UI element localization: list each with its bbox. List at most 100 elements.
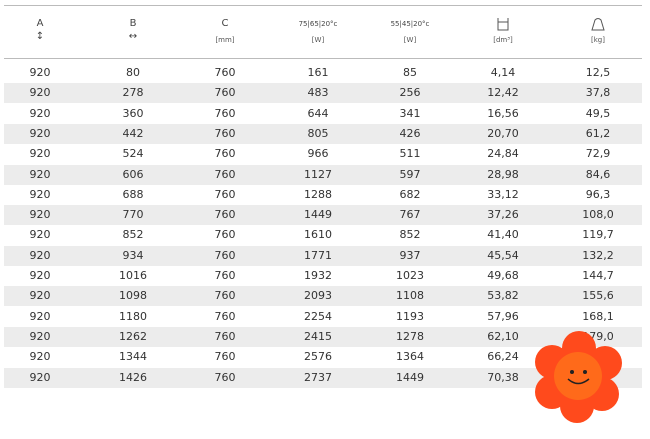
- cell: 934: [122, 248, 144, 262]
- weight-icon: [591, 18, 605, 31]
- cell: 53,82: [487, 289, 519, 303]
- cell: 2093: [304, 289, 332, 303]
- cell: 511: [399, 147, 421, 161]
- cell: 920: [29, 269, 51, 282]
- header-rule: [4, 58, 642, 59]
- cell: 16,56: [487, 106, 519, 120]
- cell: 256: [399, 86, 421, 100]
- cell: 426: [399, 126, 421, 140]
- cell: 688: [122, 187, 144, 201]
- cell: 760: [214, 309, 236, 323]
- cell: 920: [29, 309, 51, 323]
- cell: 84,6: [585, 167, 611, 181]
- cell: 24,84: [487, 147, 519, 161]
- cell: 937: [399, 248, 421, 262]
- cell: 805: [307, 126, 329, 140]
- cell: 1344: [119, 350, 147, 364]
- cell: 1127: [304, 167, 332, 181]
- cell: 66,24: [487, 350, 519, 364]
- cell: 920: [29, 248, 51, 262]
- cell: 1098: [119, 289, 147, 303]
- cell: 920: [29, 329, 51, 343]
- cell: 1610: [304, 228, 332, 242]
- column-unit: ↕: [35, 31, 45, 42]
- cell: 49,5: [585, 106, 611, 120]
- cell: 770: [122, 208, 144, 222]
- cell: 1278: [396, 329, 424, 343]
- cell: 155,6: [582, 289, 614, 303]
- cell: 524: [122, 147, 144, 161]
- cell: 161: [307, 66, 329, 79]
- top-rule: [4, 5, 642, 6]
- row-shade: [4, 286, 642, 307]
- cell: 28,98: [487, 167, 519, 181]
- row-shade: [4, 83, 642, 104]
- cell: 920: [29, 167, 51, 181]
- cell: 278: [122, 86, 144, 100]
- flower-mascot: [535, 331, 622, 423]
- cell: 37,8: [585, 86, 611, 100]
- cell: 108,0: [582, 208, 614, 222]
- cell: 760: [214, 289, 236, 303]
- cell: 442: [122, 126, 144, 140]
- cell: 920: [29, 86, 51, 100]
- cell: 1364: [396, 350, 424, 364]
- cell: 1016: [119, 269, 147, 282]
- cell: 57,96: [487, 309, 519, 323]
- cell: 33,12: [487, 187, 519, 201]
- cell: 760: [214, 208, 236, 222]
- cell: 920: [29, 147, 51, 161]
- cell: 682: [399, 187, 421, 201]
- cell: 760: [214, 370, 236, 384]
- cell: 41,40: [487, 228, 519, 242]
- cell: 920: [29, 66, 51, 79]
- cell: 49,68: [487, 269, 519, 282]
- column-unit: ↔: [128, 31, 138, 42]
- cell: 37,26: [487, 208, 519, 222]
- cell: 852: [399, 228, 421, 242]
- cell: 920: [29, 208, 51, 222]
- row-shade: [4, 245, 642, 266]
- cell: 61,2: [585, 126, 611, 140]
- cell: 2737: [304, 370, 332, 384]
- cell: 360: [122, 106, 144, 120]
- cell: 85: [403, 66, 417, 79]
- cell: 62,10: [487, 329, 519, 343]
- cell: 132,2: [582, 248, 614, 262]
- cell: 760: [214, 147, 236, 161]
- cell: 760: [214, 269, 236, 282]
- cell: 1449: [304, 208, 332, 222]
- cell: 1288: [304, 187, 332, 201]
- cell: 966: [307, 147, 329, 161]
- cell: 920: [29, 126, 51, 140]
- cell: 767: [399, 208, 421, 222]
- cell: 80: [126, 66, 140, 79]
- cell: 920: [29, 228, 51, 242]
- column-label: B: [129, 18, 137, 29]
- cell: 920: [29, 106, 51, 120]
- column-unit: [W]: [311, 36, 325, 44]
- cell: 760: [214, 187, 236, 201]
- row-shade: [4, 123, 642, 144]
- cell: 760: [214, 106, 236, 120]
- column-unit: [dm³]: [493, 36, 513, 44]
- cell: 1771: [304, 248, 332, 262]
- cell: 760: [214, 86, 236, 100]
- cell: 1262: [119, 329, 147, 343]
- column-unit: [kg]: [591, 36, 605, 44]
- cell: 1108: [396, 289, 424, 303]
- row-shade: [4, 367, 642, 388]
- cell: 760: [214, 167, 236, 181]
- column-label: A: [36, 18, 44, 29]
- cell: 96,3: [585, 187, 611, 201]
- cell: 760: [214, 228, 236, 242]
- cell: 2415: [304, 329, 332, 343]
- cell: 760: [214, 248, 236, 262]
- cell: 2576: [304, 350, 332, 364]
- cell: 12,5: [585, 66, 611, 79]
- row-shade: [4, 205, 642, 226]
- column-unit: [mm]: [215, 36, 235, 44]
- column-unit: [W]: [403, 36, 417, 44]
- cell: 168,1: [582, 309, 614, 323]
